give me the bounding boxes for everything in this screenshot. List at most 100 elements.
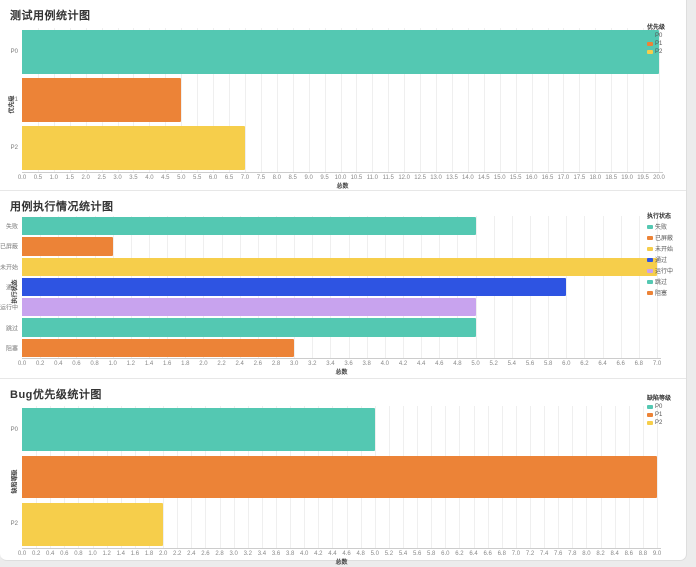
legend-item-P1[interactable]: P1 xyxy=(647,41,681,47)
y-axis-label: 已屏蔽 xyxy=(0,244,18,251)
legend-item-P1[interactable]: P1 xyxy=(647,412,681,418)
x-tick-label: 1.8 xyxy=(144,551,154,557)
bar-跳过[interactable] xyxy=(22,318,476,337)
x-tick-label: 6.0 xyxy=(562,361,571,367)
bar-通过[interactable] xyxy=(22,277,567,297)
legend-label: 失败 xyxy=(655,225,668,231)
x-tick-label: 4.0 xyxy=(300,551,309,557)
x-axis-ticks: 0.0 0.2 0.4 0.6 0.8 1.0 1.2 1.4 1.6 1.8 2.0 2.2 2.4 2… xyxy=(18,359,661,367)
x-tick-label: 0.4 xyxy=(54,361,63,367)
x-tick-label: 8.2 xyxy=(596,551,605,557)
x-tick-label: 6.2 xyxy=(455,551,464,557)
y-axis-label: P2 xyxy=(10,145,18,151)
bar-P2[interactable] xyxy=(22,126,245,170)
legend-item-跳过[interactable]: 跳过 xyxy=(647,277,681,286)
x-tick-label: 14.5 xyxy=(477,175,490,181)
x-tick-label: 7.2 xyxy=(525,551,535,557)
x-tick-label: 6.4 xyxy=(598,361,607,367)
gridline xyxy=(260,28,262,172)
gridline xyxy=(229,28,231,172)
x-tick-label: 0.2 xyxy=(31,551,41,557)
legend-item-P2[interactable]: P2 xyxy=(647,420,681,426)
x-tick-label: 4.2 xyxy=(314,551,323,557)
x-tick-label: 3.4 xyxy=(257,551,267,557)
legend-item-已屏蔽[interactable]: 已屏蔽 xyxy=(647,233,681,242)
x-tick-label: 19.0 xyxy=(621,175,633,181)
legend-item-P0[interactable]: P0 xyxy=(647,33,681,39)
x-tick-label: 4.0 xyxy=(145,175,154,181)
x-tick-label: 4.5 xyxy=(161,175,170,181)
gridline xyxy=(324,28,326,172)
legend-label: 未开始 xyxy=(655,247,674,253)
bar-P0[interactable] xyxy=(22,408,375,451)
legend-item-P0[interactable]: P0 xyxy=(647,404,681,410)
bar-失败[interactable] xyxy=(22,217,476,236)
x-tick-label: 7.8 xyxy=(568,551,577,557)
bar-未开始[interactable] xyxy=(22,257,657,276)
gridline xyxy=(611,28,613,172)
gridline xyxy=(244,28,246,172)
y-axis-title: 优先级 xyxy=(9,95,16,114)
x-tick-label: 3.6 xyxy=(344,361,353,367)
legend-item-通过[interactable]: 通过 xyxy=(647,255,681,264)
legend-label: 已屏蔽 xyxy=(655,236,674,242)
x-tick-label: 10.0 xyxy=(334,175,347,181)
gridline xyxy=(657,406,658,548)
chart-title: 用例执行情况统计图 xyxy=(10,201,114,213)
gridline xyxy=(638,216,640,358)
legend-label: P1 xyxy=(655,41,663,47)
legend-label: P2 xyxy=(655,420,663,426)
x-tick-label: 16.0 xyxy=(525,175,538,181)
y-axis-title: 执行状态 xyxy=(12,279,19,304)
legend-label: P2 xyxy=(655,49,663,55)
x-tick-label: 3.0 xyxy=(289,361,299,367)
x-tick-label: 0.6 xyxy=(72,361,81,367)
legend-item-运行中[interactable]: 运行中 xyxy=(647,266,681,275)
x-tick-label: 6.6 xyxy=(616,361,625,367)
x-axis-title: 总数 xyxy=(336,184,349,190)
gridline xyxy=(515,28,517,172)
chart-section-execution-stats: 用例执行情况统计图 执行状态 失败 已屏蔽 未开始 通过 运行中 跳过 阻塞 0.0 0.2 0… xyxy=(0,190,686,378)
x-tick-label: 3.0 xyxy=(113,175,122,181)
bar-阻塞[interactable] xyxy=(22,338,295,357)
x-tick-label: 6.0 xyxy=(208,175,218,181)
gridline xyxy=(531,28,533,172)
gridline xyxy=(499,28,501,172)
x-tick-label: 5.0 xyxy=(177,175,186,181)
x-tick-label: 5.4 xyxy=(507,361,517,367)
x-tick-label: 0.8 xyxy=(74,551,83,557)
gridline xyxy=(292,28,294,172)
x-tick-label: 6.6 xyxy=(483,551,492,557)
x-tick-label: 2.8 xyxy=(215,551,224,557)
bar-运行中[interactable] xyxy=(22,298,476,317)
x-tick-label: 1.4 xyxy=(116,551,125,557)
x-tick-label: 3.5 xyxy=(129,175,138,181)
x-tick-label: 5.5 xyxy=(193,175,202,181)
legend-item-P2[interactable]: P2 xyxy=(647,49,681,55)
x-tick-label: 8.0 xyxy=(272,175,281,181)
legend-swatch-icon xyxy=(647,235,653,240)
gridline xyxy=(627,28,629,172)
legend-item-失败[interactable]: 失败 xyxy=(647,222,681,231)
plot-area xyxy=(22,406,661,549)
y-axis-label: 运行中 xyxy=(0,305,18,312)
x-tick-label: 2.0 xyxy=(81,175,90,181)
bar-已屏蔽[interactable] xyxy=(22,237,113,256)
x-tick-label: 3.0 xyxy=(229,551,238,557)
bar-P1[interactable] xyxy=(22,78,182,122)
legend-item-未开始[interactable]: 未开始 xyxy=(647,244,681,253)
gridline xyxy=(308,28,310,172)
x-tick-label: 3.4 xyxy=(326,361,335,367)
x-tick-label: 15.5 xyxy=(509,175,522,181)
legend-item-阻塞[interactable]: 阻塞 xyxy=(647,288,681,297)
x-tick-label: 0.0 xyxy=(17,551,27,557)
bar-P0[interactable] xyxy=(22,30,659,74)
gridline xyxy=(566,216,568,358)
bar-P1[interactable] xyxy=(22,455,657,499)
y-axis-label: 跳过 xyxy=(5,326,18,333)
x-tick-label: 5.4 xyxy=(398,551,408,557)
bar-P2[interactable] xyxy=(22,503,164,546)
x-tick-label: 4.2 xyxy=(398,361,408,367)
x-tick-label: 5.8 xyxy=(427,551,436,557)
x-axis-title: 总数 xyxy=(335,560,348,566)
